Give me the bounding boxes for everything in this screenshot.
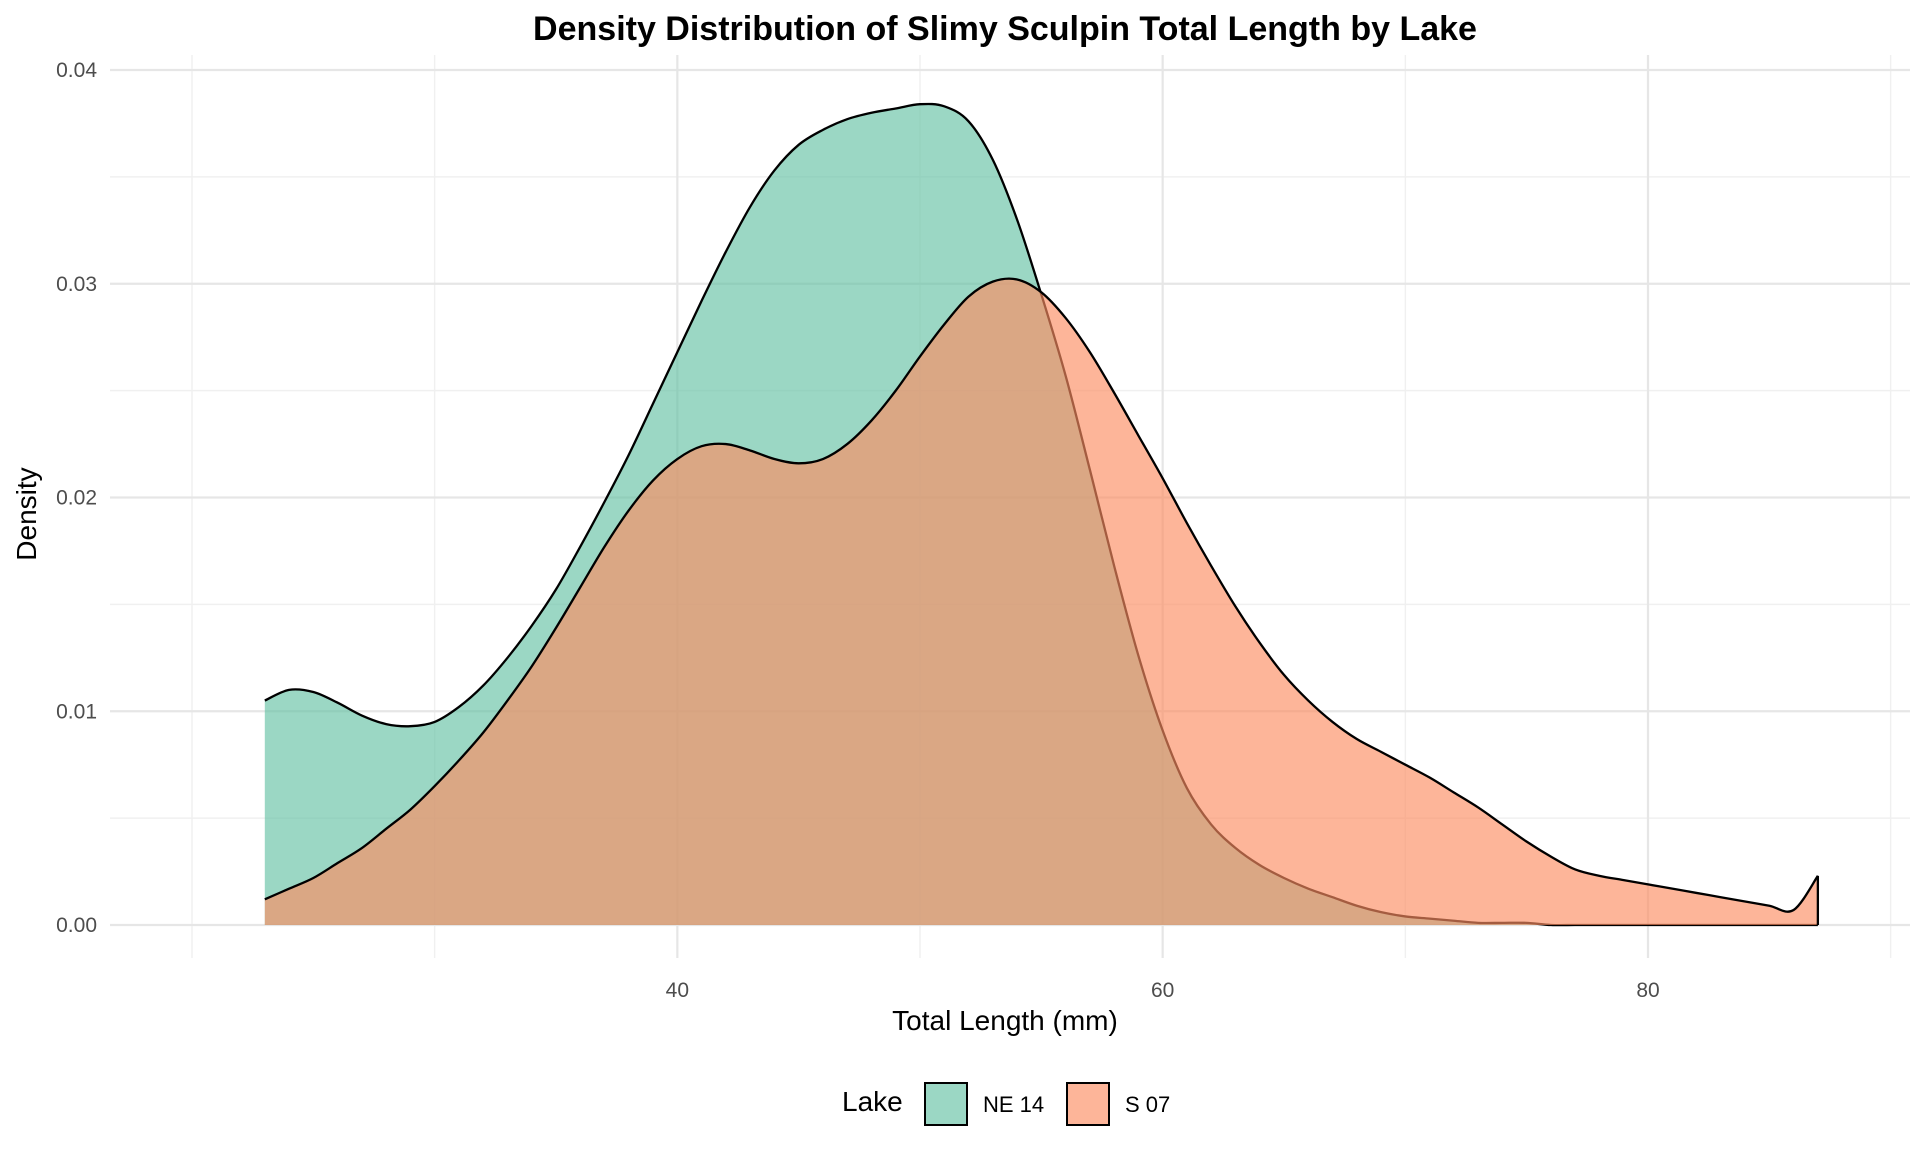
legend: Lake NE 14 S 07 [842,1082,1170,1126]
x-tick-label: 80 [1636,979,1659,1002]
legend-title: Lake [842,1086,903,1117]
y-tick-label: 0.04 [56,59,97,82]
x-tick-label: 60 [1151,979,1174,1002]
x-tick-label: 40 [666,979,689,1002]
y-axis-ticks: 0.00 0.01 0.02 0.03 0.04 [56,59,97,937]
y-tick-label: 0.01 [56,700,97,723]
density-line-s-07 [264,277,1819,913]
y-tick-label: 0.00 [56,914,97,937]
legend-label-ne-14: NE 14 [983,1092,1044,1117]
y-tick-label: 0.03 [56,273,97,296]
density-area-s-07 [264,278,1818,925]
x-axis-title: Total Length (mm) [892,1005,1118,1036]
legend-key-ne-14 [924,1082,968,1126]
legend-key-s-07 [1066,1082,1110,1126]
y-axis-title: Density [11,467,42,560]
chart-title: Density Distribution of Slimy Sculpin To… [533,10,1477,48]
legend-label-s-07: S 07 [1125,1092,1170,1117]
density-areas [264,102,1820,927]
x-axis-ticks: 40 60 80 [666,979,1660,1002]
y-tick-label: 0.02 [56,487,97,510]
